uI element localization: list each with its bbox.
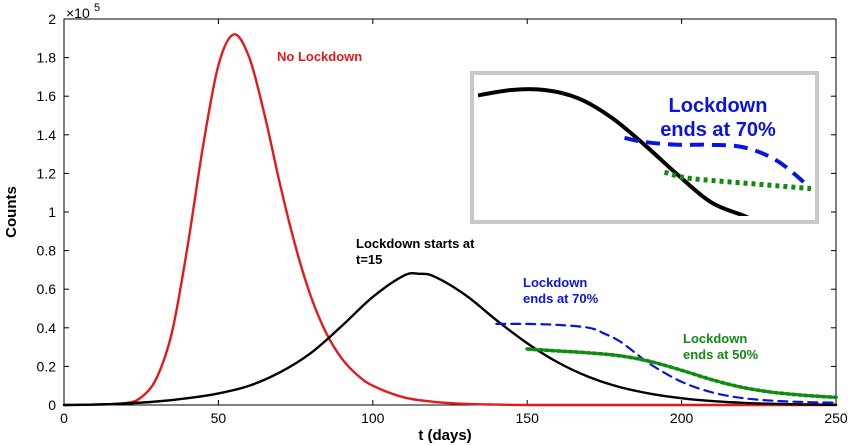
series-line-lockdown-ends-at-70 (495, 322, 838, 404)
x-tick-label: 50 (211, 410, 227, 426)
y-tick-label: 0.2 (37, 358, 57, 374)
inset-line-black (478, 87, 750, 216)
series-line-lockdown-starts-at-15 (62, 272, 838, 407)
annotation-blue-line: Lockdown (523, 275, 587, 290)
inset-line-green (663, 169, 811, 192)
y-tick-label: 1.8 (37, 50, 57, 66)
x-tick-label: 200 (670, 410, 694, 426)
y-axis-label: Counts (3, 186, 20, 238)
y-tick-label: 1.6 (37, 88, 57, 104)
inset-line-blue (624, 135, 811, 191)
axis-ticks: 0 50 100 150 200 250 0 0.2 0.4 0.6 0.8 1 1.2 1.4 1.6 1.… (37, 11, 848, 426)
y-multiplier-exponent: 5 (94, 2, 100, 14)
series-line-no-lockdown (62, 33, 838, 407)
inset-annotation-line: Lockdown (669, 95, 768, 117)
x-tick-label: 100 (361, 410, 385, 426)
y-tick-label: 0.6 (37, 281, 57, 297)
annotation-blue-line: ends at 70% (523, 291, 599, 306)
y-tick-label: 1.2 (37, 165, 57, 181)
y-tick-label: 0.4 (37, 320, 57, 336)
x-axis-label: t (days) (418, 427, 471, 444)
y-multiplier: ×10 (66, 5, 90, 21)
annotation-black-line: Lockdown starts at (356, 236, 475, 251)
annotation-green-line: ends at 50% (683, 347, 759, 362)
x-tick-label: 150 (516, 410, 540, 426)
x-tick-label: 250 (824, 410, 848, 426)
inset-series (478, 87, 811, 216)
y-tick-label: 1.4 (37, 127, 57, 143)
annotation-green-line: Lockdown (683, 331, 747, 346)
inset-frame (470, 71, 819, 224)
annotations: No Lockdown Lockdown starts att=15 Lockdow… (277, 49, 759, 362)
y-tick-label: 0.8 (37, 243, 57, 259)
series-lines (62, 33, 838, 407)
inset-annotation-line: ends at 70% (660, 119, 776, 141)
series-line-lockdown-ends-at-50 (525, 347, 838, 400)
y-tick-label: 1 (48, 204, 56, 220)
x-tick-label: 0 (60, 410, 68, 426)
y-tick-label: 0 (48, 397, 56, 413)
annotation-black-line: t=15 (356, 252, 382, 267)
annotation-red-line: No Lockdown (277, 49, 362, 64)
y-tick-label: 2 (48, 11, 56, 27)
